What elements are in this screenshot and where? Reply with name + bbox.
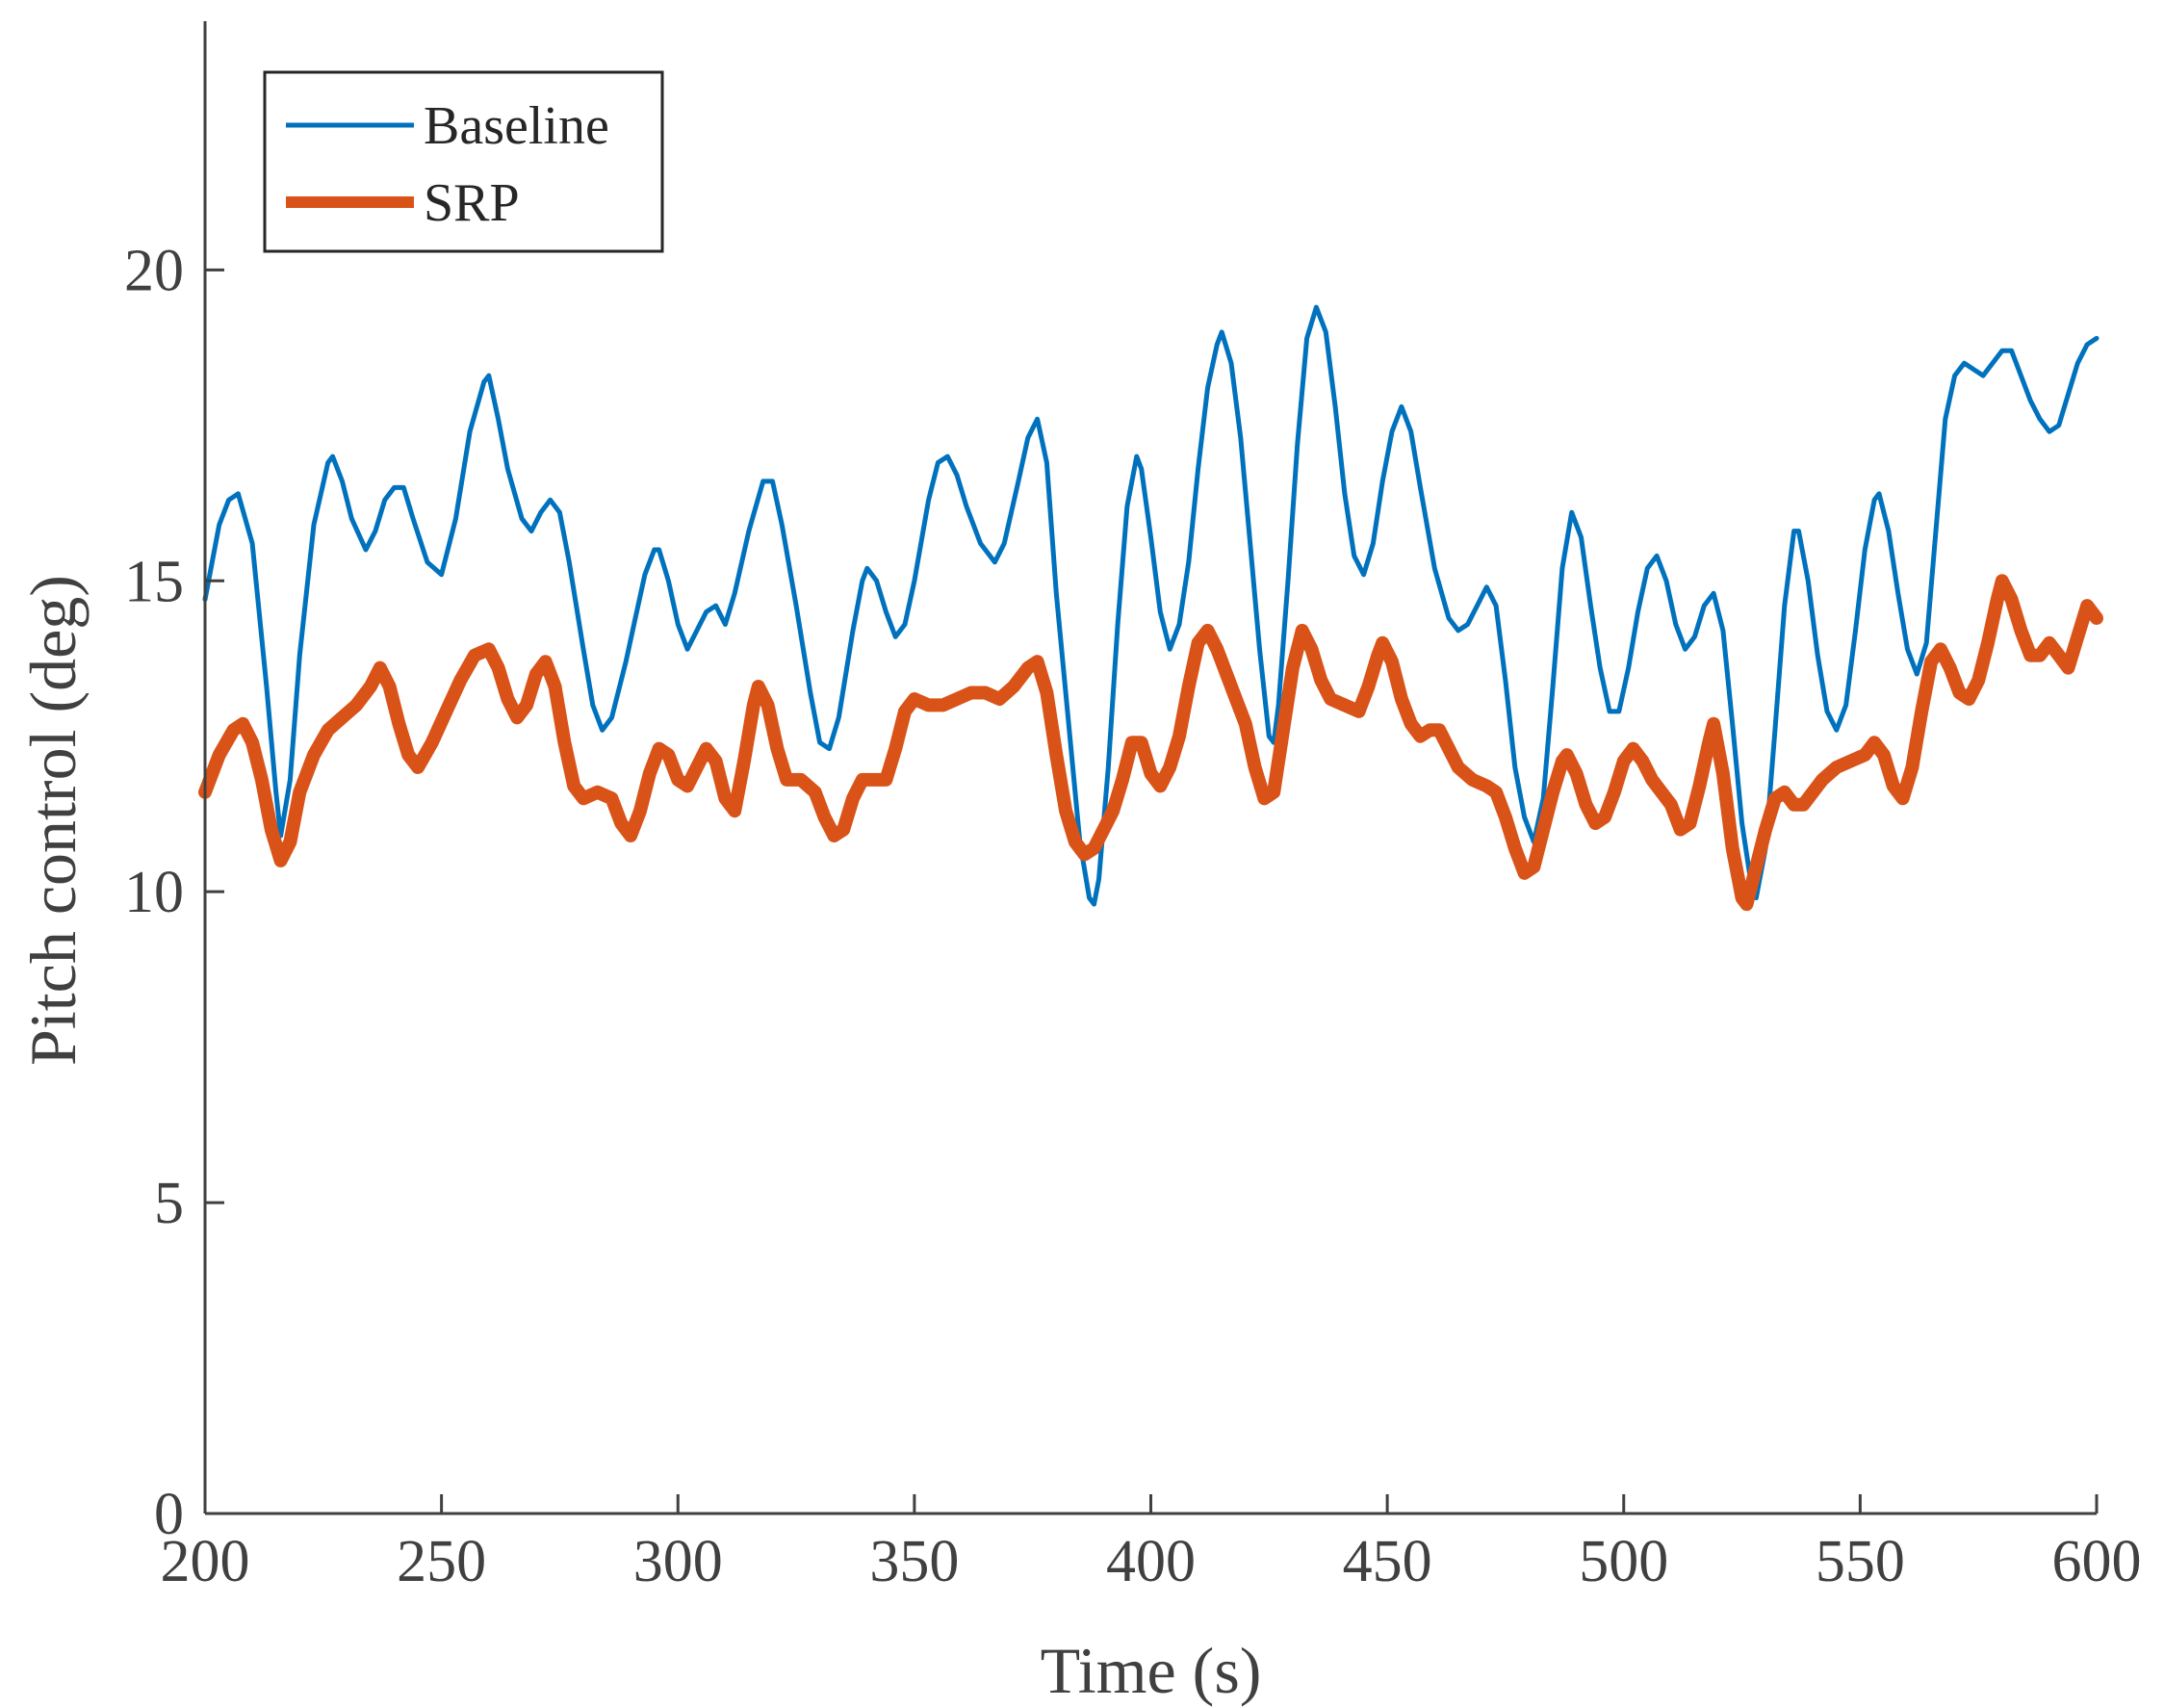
x-ticks: 200 250 300 350 400 450 500 550 600	[161, 1494, 2142, 1594]
y-axis-label: Pitch control (deg)	[16, 575, 90, 1066]
x-tick-label: 550	[1816, 1529, 1905, 1594]
x-tick-label: 400	[1106, 1529, 1196, 1594]
x-tick-label: 200	[161, 1529, 250, 1594]
y-tick-label: 0	[154, 1482, 184, 1547]
legend: Baseline SRP	[263, 70, 664, 253]
x-tick-label: 300	[633, 1529, 723, 1594]
axes: 200 250 300 350 400 450 500 550 600 0 5 10 15 20	[124, 21, 2142, 1594]
y-tick-label: 15	[124, 549, 184, 614]
x-tick-label: 600	[2052, 1529, 2142, 1594]
legend-label-srp: SRP	[424, 173, 520, 233]
x-tick-label: 350	[869, 1529, 959, 1594]
series-line-baseline	[202, 304, 2100, 907]
x-tick-label: 500	[1579, 1529, 1668, 1594]
x-tick-label: 250	[397, 1529, 486, 1594]
plot-area	[198, 304, 2103, 912]
x-tick-label: 450	[1343, 1529, 1432, 1594]
y-ticks: 0 5 10 15 20	[124, 238, 224, 1547]
series-layer	[198, 304, 2103, 912]
y-tick-label: 5	[154, 1171, 184, 1236]
legend-box	[263, 70, 664, 253]
y-tick-label: 10	[124, 860, 184, 925]
legend-label-baseline: Baseline	[424, 96, 609, 156]
x-axis-label: Time (s)	[1041, 1634, 1262, 1707]
y-tick-label: 20	[124, 238, 184, 303]
series-line-srp	[198, 574, 2103, 912]
